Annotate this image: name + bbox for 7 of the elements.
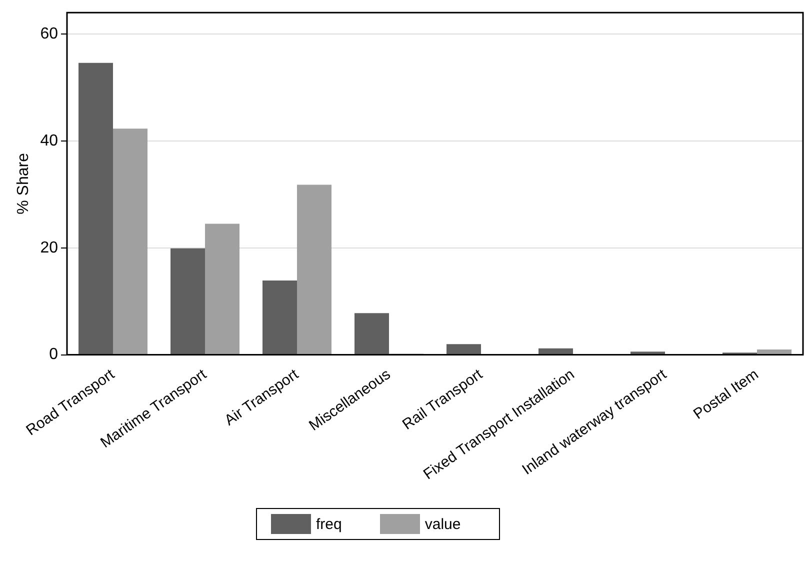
y-tick-label: 60	[40, 25, 58, 42]
y-tick-label: 40	[40, 132, 58, 150]
y-tick-label: 20	[40, 239, 58, 256]
legend-label: freq	[316, 516, 342, 532]
y-tick-label: 0	[49, 346, 58, 364]
y-axis-title: % Share	[15, 152, 32, 214]
legend-label: value	[424, 516, 461, 532]
